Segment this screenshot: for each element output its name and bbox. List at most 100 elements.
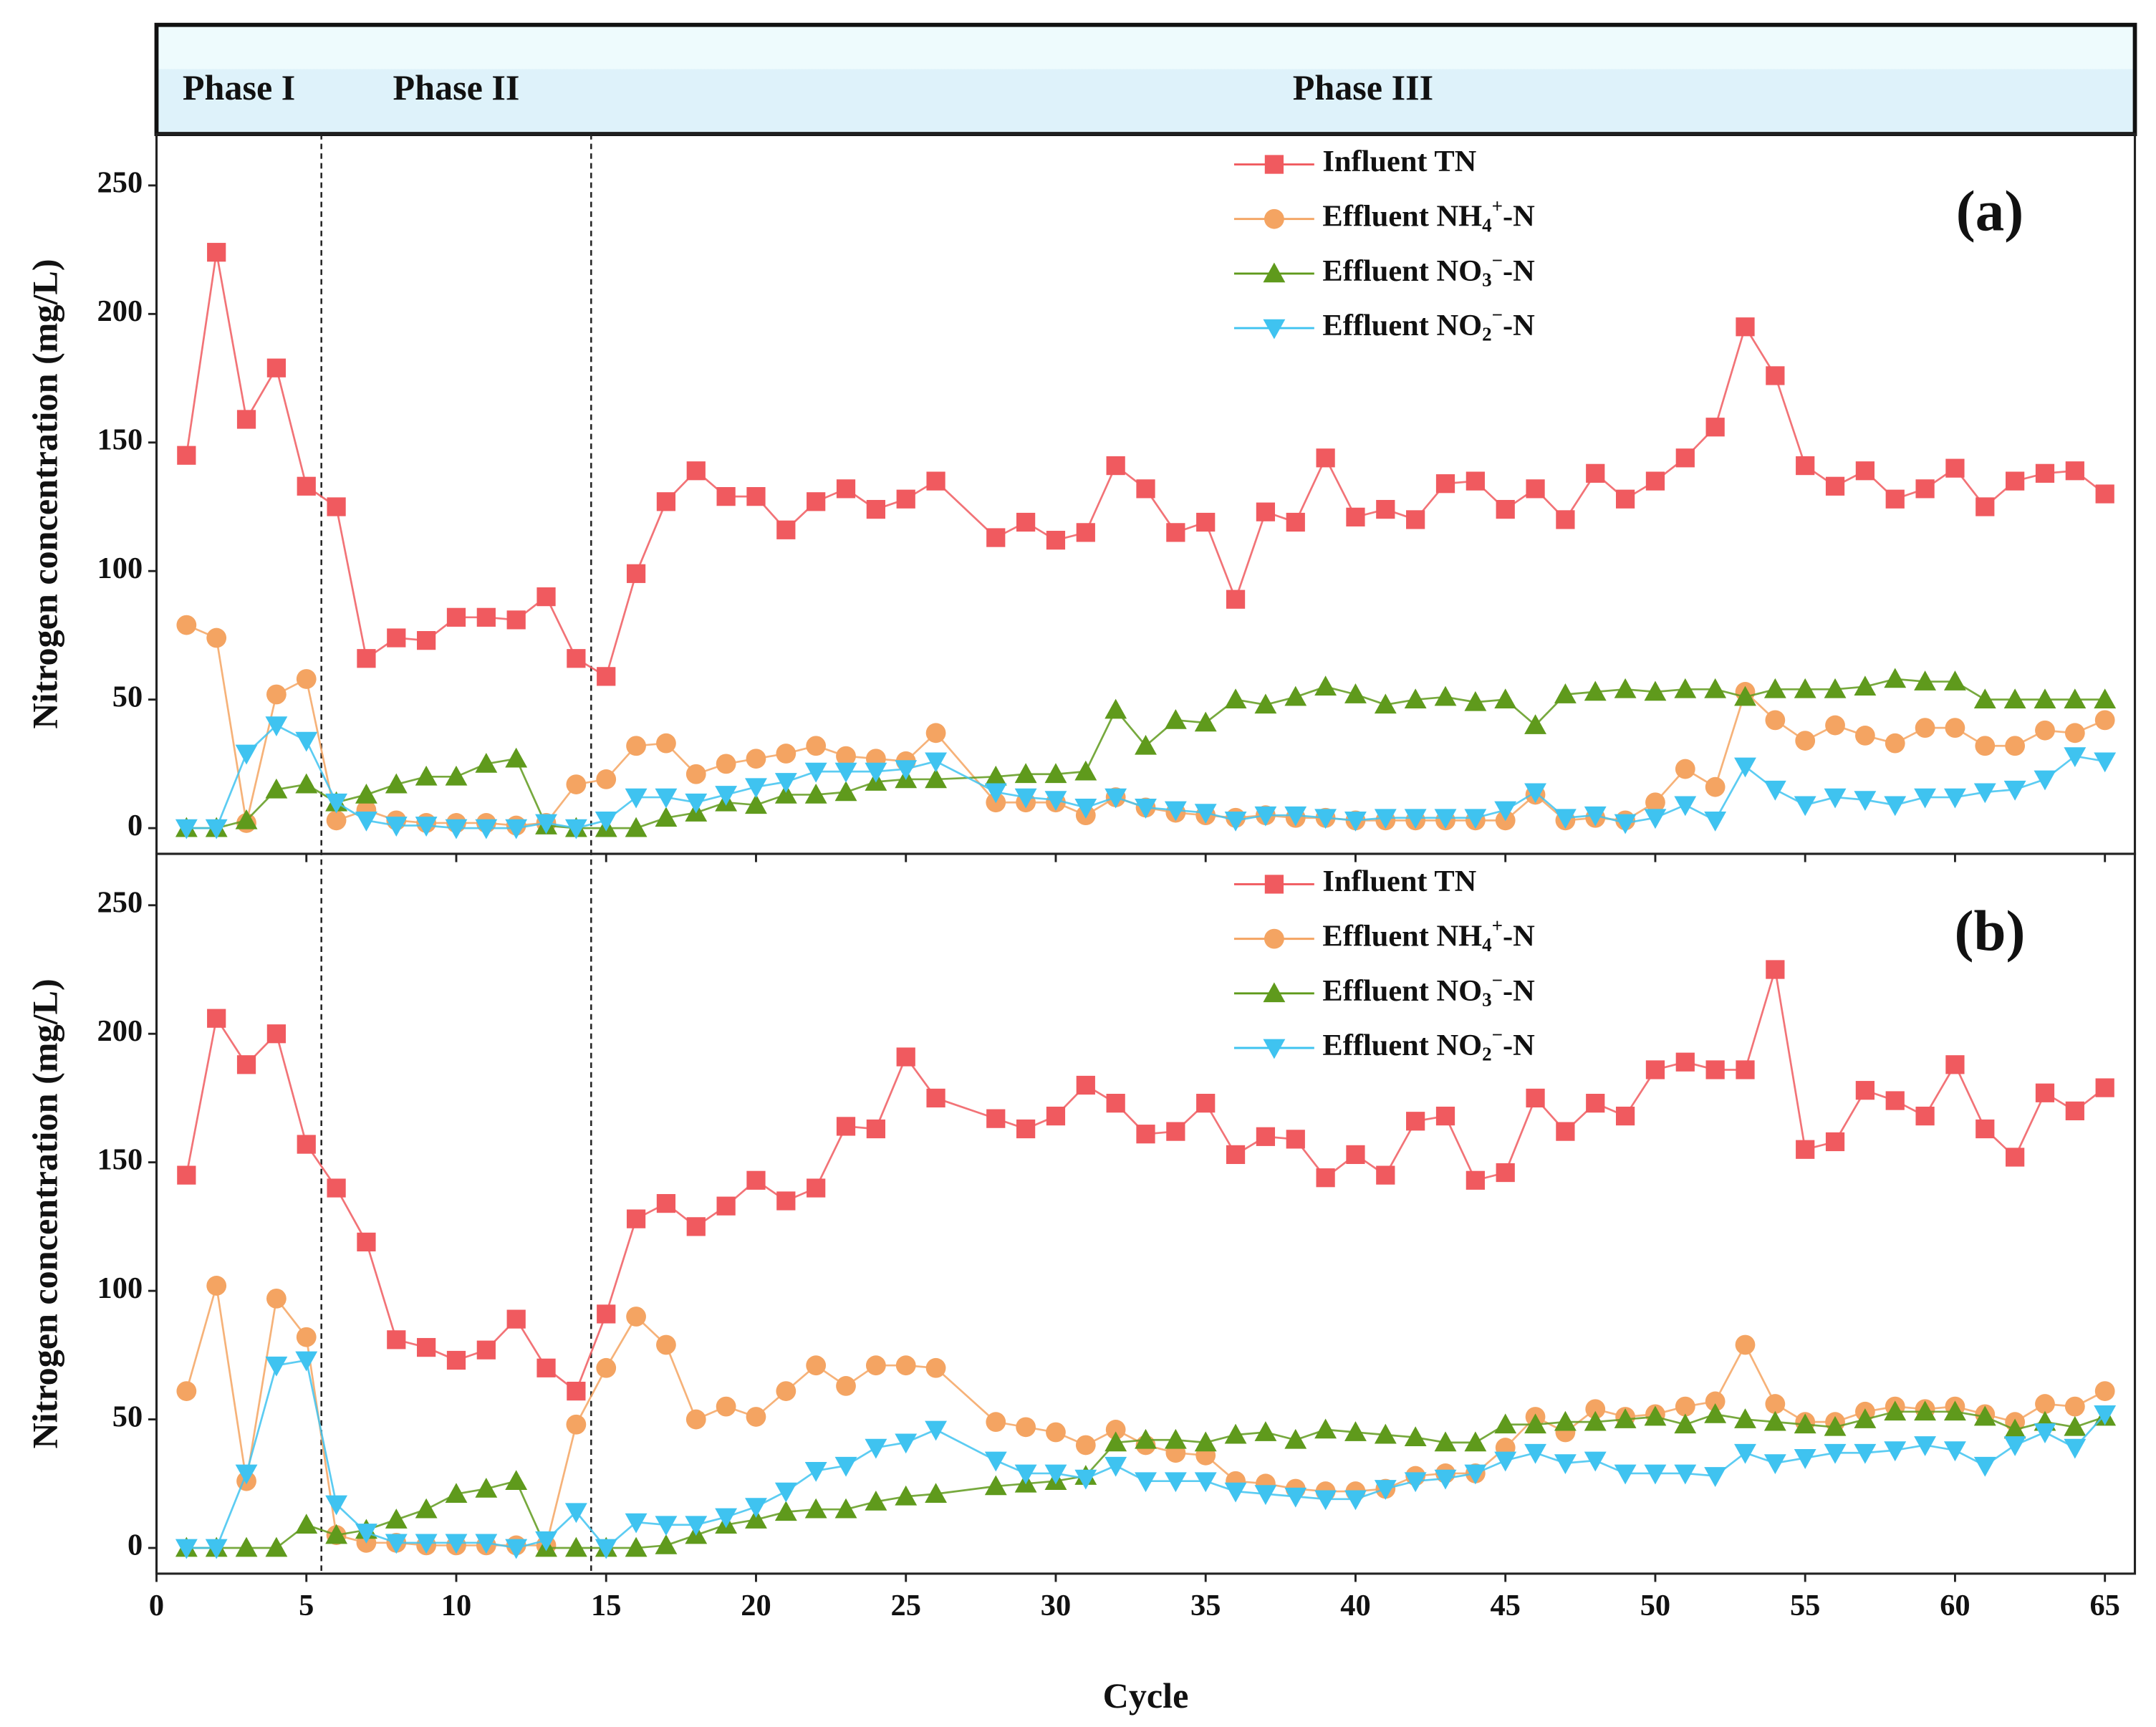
series-line — [186, 723, 2105, 829]
marker — [2094, 1381, 2115, 1401]
marker — [1914, 1400, 1937, 1421]
series-line — [186, 678, 2105, 829]
marker — [1675, 759, 1695, 779]
marker — [925, 723, 946, 744]
marker — [836, 479, 856, 499]
legend-label: Effluent NH4+-N — [1322, 195, 1535, 236]
marker — [1914, 788, 1937, 809]
marker — [505, 1539, 528, 1559]
marker — [1705, 418, 1725, 437]
marker — [1314, 1490, 1337, 1511]
marker — [685, 764, 706, 784]
marker — [1224, 688, 1247, 709]
marker — [1794, 678, 1816, 698]
legend-label: Effluent NO2−-N — [1322, 304, 1535, 345]
marker — [2064, 723, 2085, 744]
marker — [1196, 1094, 1216, 1113]
marker — [1106, 456, 1125, 476]
marker — [1973, 688, 1996, 709]
legend-label: Effluent NO3−-N — [1322, 250, 1535, 291]
marker — [1374, 809, 1397, 829]
series-line — [186, 251, 2106, 678]
marker — [1645, 792, 1665, 813]
marker — [1224, 1423, 1247, 1444]
marker — [1854, 1408, 1877, 1428]
marker — [1914, 1436, 1937, 1456]
marker — [1796, 1140, 1815, 1159]
marker — [1196, 512, 1216, 532]
marker — [774, 1501, 797, 1521]
x-tick-label: 20 — [741, 1589, 771, 1622]
marker — [804, 762, 827, 783]
marker — [415, 765, 438, 786]
x-tick-label: 65 — [2089, 1589, 2119, 1622]
marker — [1945, 458, 1965, 478]
marker — [655, 1516, 678, 1536]
marker — [1074, 799, 1097, 819]
marker — [1135, 1428, 1157, 1449]
marker — [926, 471, 945, 491]
marker — [1316, 448, 1335, 468]
marker — [925, 1483, 947, 1503]
marker — [625, 1513, 648, 1534]
marker — [896, 489, 915, 509]
marker — [445, 819, 468, 840]
marker — [446, 1350, 466, 1370]
marker — [1794, 1413, 1816, 1434]
marker — [866, 499, 885, 519]
marker — [1645, 1060, 1665, 1079]
marker — [836, 1117, 856, 1136]
marker — [1494, 1413, 1517, 1434]
marker — [1164, 801, 1187, 822]
marker — [834, 781, 857, 802]
marker — [1136, 1125, 1155, 1144]
y-tick-label: 250 — [97, 886, 143, 920]
x-tick-label: 55 — [1790, 1589, 1820, 1622]
marker — [1284, 806, 1307, 827]
marker — [1645, 471, 1665, 491]
marker — [804, 1498, 827, 1519]
marker — [1524, 783, 1546, 804]
marker — [177, 446, 196, 465]
marker — [1284, 685, 1307, 706]
legend-marker — [1264, 155, 1284, 174]
y-tick-label: 100 — [97, 1271, 143, 1305]
marker — [235, 1536, 258, 1557]
marker — [1046, 531, 1066, 550]
marker — [1016, 1417, 1036, 1438]
marker — [1734, 1408, 1756, 1428]
marker — [1945, 1055, 1965, 1074]
marker — [1406, 1112, 1425, 1131]
marker — [745, 1509, 767, 1529]
marker — [385, 817, 408, 837]
marker — [566, 774, 587, 794]
marker — [1586, 463, 1605, 483]
marker — [295, 1351, 318, 1372]
marker — [1973, 783, 1996, 804]
series-line — [186, 1410, 2106, 1549]
marker — [1014, 788, 1037, 809]
marker — [2035, 1394, 2055, 1414]
marker — [1615, 489, 1635, 509]
marker — [1135, 799, 1157, 819]
marker — [1105, 698, 1127, 719]
marker — [596, 769, 617, 789]
marker — [506, 610, 526, 630]
marker — [177, 1165, 196, 1185]
marker — [2035, 463, 2055, 483]
marker — [806, 736, 827, 756]
marker — [895, 1433, 918, 1454]
marker — [1224, 1482, 1247, 1503]
marker — [567, 649, 586, 668]
marker — [475, 752, 498, 773]
marker — [2034, 1423, 2056, 1443]
marker — [1824, 678, 1847, 698]
marker — [1884, 668, 1907, 688]
marker — [774, 784, 797, 804]
marker — [1855, 726, 1875, 746]
marker — [327, 497, 346, 516]
marker — [2064, 747, 2087, 768]
x-tick-label: 5 — [299, 1589, 314, 1622]
marker — [1164, 1472, 1187, 1493]
